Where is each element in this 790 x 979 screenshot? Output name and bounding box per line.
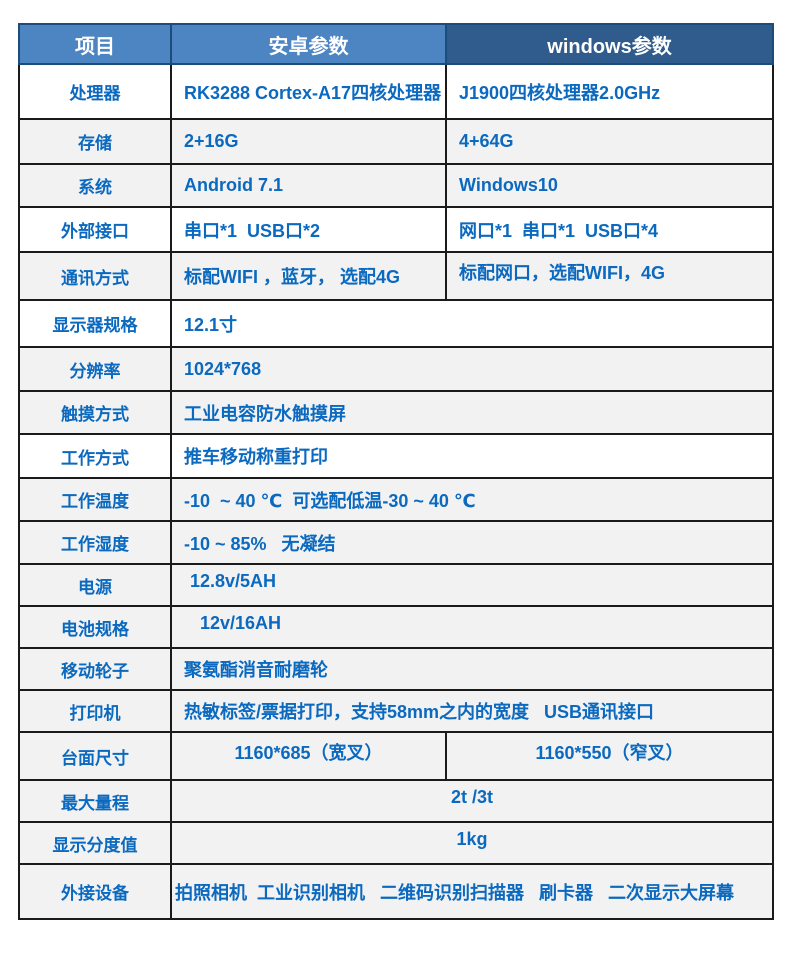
row-label: 外接设备 [18,863,172,920]
spec-table: 项目 安卓参数 windows参数 处理器 RK3288 Cortex-A17四… [18,23,774,920]
column-header-windows: windows参数 [445,23,774,65]
span-value-cell: 2t /3t [170,779,774,823]
spec-row-communication: 通讯方式 标配WIFI ，蓝牙， 选配4G 标配网口，选配WIFI，4G [18,251,774,301]
span-value-cell: 12.1寸 [170,299,774,348]
row-label: 处理器 [18,63,172,120]
header-row: 项目 安卓参数 windows参数 [18,23,774,65]
row-label: 工作湿度 [18,520,172,565]
span-value-cell: 12.8v/5AH [170,563,774,607]
span-value-cell: -10 ~ 40 ℃ 可选配低温-30 ~ 40 ℃ [170,477,774,522]
span-value-cell: 1kg [170,821,774,865]
spec-row-external-ports: 外部接口 串口*1 USB口*2 网口*1 串口*1 USB口*4 [18,206,774,253]
spec-row-battery: 电池规格 12v/16AH [18,605,774,649]
row-label: 显示分度值 [18,821,172,865]
spec-row-division-value: 显示分度值 1kg [18,821,774,865]
column-header-item: 项目 [18,23,172,65]
spec-row-display-size: 显示器规格 12.1寸 [18,299,774,348]
spec-row-working-mode: 工作方式 推车移动称重打印 [18,433,774,479]
windows-value-cell: Windows10 [445,163,774,208]
spec-row-os: 系统 Android 7.1 Windows10 [18,163,774,208]
row-label: 打印机 [18,689,172,733]
windows-value-cell: 1160*550（窄叉） [445,731,774,781]
windows-value-cell: 网口*1 串口*1 USB口*4 [445,206,774,253]
row-label: 分辨率 [18,346,172,392]
row-label: 台面尺寸 [18,731,172,781]
span-value-cell: 热敏标签/票据打印，支持58mm之内的宽度 USB通讯接口 [170,689,774,733]
span-value-cell: 12v/16AH [170,605,774,649]
span-value-cell: 聚氨酯消音耐磨轮 [170,647,774,691]
row-label: 最大量程 [18,779,172,823]
span-value-cell: 拍照相机 工业识别相机 二维码识别扫描器 刷卡器 二次显示大屏幕 [170,863,774,920]
spec-row-platform-size: 台面尺寸 1160*685（宽叉） 1160*550（窄叉） [18,731,774,781]
row-label: 通讯方式 [18,251,172,301]
android-value-cell: RK3288 Cortex-A17四核处理器 [170,63,447,120]
spec-row-processor: 处理器 RK3288 Cortex-A17四核处理器 J1900四核处理器2.0… [18,63,774,120]
row-label: 存储 [18,118,172,165]
android-value-cell: 2+16G [170,118,447,165]
windows-value-cell: 标配网口，选配WIFI，4G [445,251,774,301]
span-value-cell: 推车移动称重打印 [170,433,774,479]
row-label: 显示器规格 [18,299,172,348]
android-value-cell: Android 7.1 [170,163,447,208]
windows-value-cell: J1900四核处理器2.0GHz [445,63,774,120]
spec-row-power: 电源 12.8v/5AH [18,563,774,607]
spec-row-wheels: 移动轮子 聚氨酯消音耐磨轮 [18,647,774,691]
spec-row-working-humidity: 工作湿度 -10 ~ 85% 无凝结 [18,520,774,565]
span-value-cell: -10 ~ 85% 无凝结 [170,520,774,565]
spec-row-working-temperature: 工作温度 -10 ~ 40 ℃ 可选配低温-30 ~ 40 ℃ [18,477,774,522]
row-label: 触摸方式 [18,390,172,435]
windows-value-cell: 4+64G [445,118,774,165]
span-value-cell: 1024*768 [170,346,774,392]
row-label: 工作温度 [18,477,172,522]
row-label: 外部接口 [18,206,172,253]
span-value-cell: 工业电容防水触摸屏 [170,390,774,435]
spec-row-max-capacity: 最大量程 2t /3t [18,779,774,823]
spec-row-external-devices: 外接设备 拍照相机 工业识别相机 二维码识别扫描器 刷卡器 二次显示大屏幕 [18,863,774,920]
row-label: 电池规格 [18,605,172,649]
spec-row-printer: 打印机 热敏标签/票据打印，支持58mm之内的宽度 USB通讯接口 [18,689,774,733]
row-label: 电源 [18,563,172,607]
android-value-cell: 串口*1 USB口*2 [170,206,447,253]
spec-row-storage: 存储 2+16G 4+64G [18,118,774,165]
spec-row-resolution: 分辨率 1024*768 [18,346,774,392]
android-value-cell: 标配WIFI ，蓝牙， 选配4G [170,251,447,301]
spec-row-touch: 触摸方式 工业电容防水触摸屏 [18,390,774,435]
row-label: 工作方式 [18,433,172,479]
column-header-android: 安卓参数 [170,23,447,65]
android-value-cell: 1160*685（宽叉） [170,731,447,781]
row-label: 移动轮子 [18,647,172,691]
row-label: 系统 [18,163,172,208]
